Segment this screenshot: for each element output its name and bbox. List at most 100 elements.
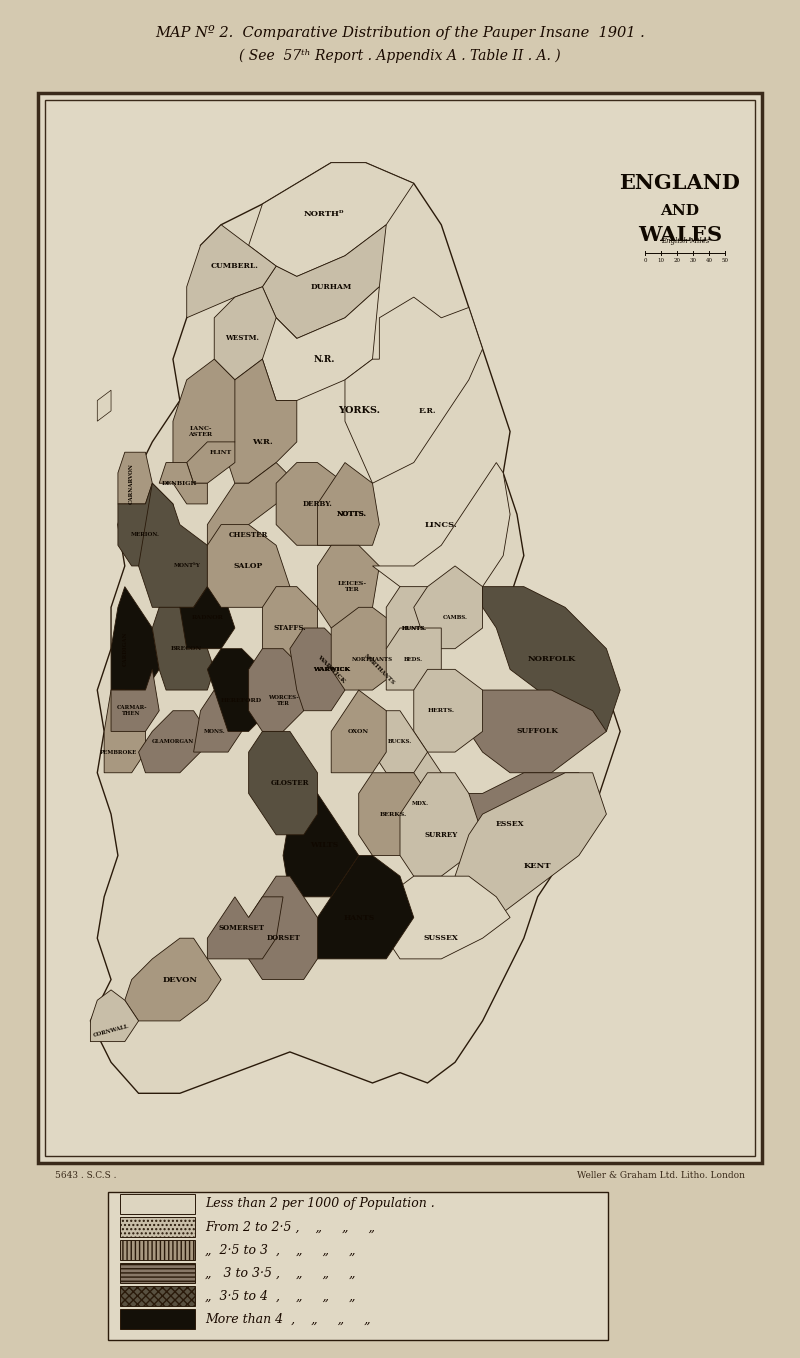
Text: MAP Nº 2.  Comparative Distribution of the Pauper Insane  1901 .: MAP Nº 2. Comparative Distribution of th… (155, 26, 645, 41)
Bar (120, 1240, 195, 1260)
Text: RADNOR: RADNOR (191, 615, 223, 621)
Polygon shape (469, 690, 606, 773)
Bar (120, 1286, 195, 1306)
Polygon shape (482, 587, 620, 732)
Text: WARWICK: WARWICK (313, 667, 350, 672)
Text: GLAMORGAN: GLAMORGAN (152, 739, 194, 744)
Text: LANC-
ASTER: LANC- ASTER (189, 426, 213, 437)
Polygon shape (138, 710, 207, 773)
Text: CARNARVON: CARNARVON (129, 463, 134, 504)
Text: DORSET: DORSET (266, 934, 300, 942)
Text: 0: 0 (643, 258, 646, 263)
Text: SURREY: SURREY (425, 831, 458, 839)
Polygon shape (118, 483, 180, 566)
Text: MDX.: MDX. (412, 801, 429, 807)
Text: WILTS: WILTS (310, 841, 338, 849)
Polygon shape (207, 463, 297, 546)
Text: More than 4  ,    „     „     „: More than 4 , „ „ „ (205, 1312, 370, 1325)
Text: HEREFORD: HEREFORD (221, 698, 262, 703)
Text: 10: 10 (658, 258, 665, 263)
Text: CARDIGAN: CARDIGAN (122, 631, 127, 665)
Polygon shape (180, 587, 235, 649)
Polygon shape (318, 546, 379, 627)
Polygon shape (318, 463, 379, 546)
Bar (38, 92, 762, 1162)
Text: „   3 to 3·5 ,    „     „     „: „ 3 to 3·5 , „ „ „ (205, 1267, 355, 1279)
Text: From 2 to 2·5 ,    „     „     „: From 2 to 2·5 , „ „ „ (205, 1221, 375, 1233)
Polygon shape (111, 669, 159, 732)
Polygon shape (386, 587, 442, 649)
Text: CORNWALL: CORNWALL (93, 1024, 130, 1039)
Text: LINCS.: LINCS. (425, 520, 458, 528)
Text: NORTHANTS: NORTHANTS (352, 656, 393, 661)
Polygon shape (386, 876, 510, 959)
Text: SALOP: SALOP (234, 562, 263, 570)
Text: HERTS.: HERTS. (428, 709, 454, 713)
Text: WORCES-
TER: WORCES- TER (268, 695, 298, 706)
Text: OXON: OXON (348, 729, 370, 733)
Text: 30: 30 (690, 258, 697, 263)
Text: English Miles: English Miles (661, 238, 709, 244)
Bar (108, 1192, 608, 1340)
Text: DURHAM: DURHAM (310, 282, 352, 291)
Text: 50: 50 (722, 258, 729, 263)
Text: DERBY.: DERBY. (302, 500, 332, 508)
Text: NORTHANTS: NORTHANTS (363, 653, 396, 686)
Polygon shape (118, 452, 152, 504)
Text: BUCKS.: BUCKS. (388, 739, 412, 744)
Polygon shape (194, 690, 242, 752)
Bar (45, 100, 755, 1156)
Text: W.R.: W.R. (252, 437, 273, 445)
Polygon shape (249, 649, 304, 732)
Polygon shape (221, 359, 297, 483)
Polygon shape (318, 856, 414, 959)
Text: 5643 . S.C.S .: 5643 . S.C.S . (55, 1171, 117, 1180)
Text: CUMBERL.: CUMBERL. (211, 262, 259, 270)
Text: NORFOLK: NORFOLK (527, 655, 575, 663)
Polygon shape (152, 607, 214, 690)
Text: NOTTS.: NOTTS. (337, 511, 367, 519)
Text: AND: AND (661, 204, 699, 219)
Polygon shape (455, 773, 606, 918)
Polygon shape (249, 163, 414, 277)
Text: WARWICK: WARWICK (316, 655, 346, 684)
Polygon shape (400, 752, 455, 813)
Text: Weller & Graham Ltd. Litho. London: Weller & Graham Ltd. Litho. London (577, 1171, 745, 1180)
Text: 40: 40 (706, 258, 713, 263)
Bar (120, 1263, 195, 1283)
Text: „  3·5 to 4  ,    „     „     „: „ 3·5 to 4 , „ „ „ (205, 1290, 355, 1302)
Polygon shape (159, 463, 207, 504)
Text: „  2·5 to 3  ,    „     „     „: „ 2·5 to 3 , „ „ „ (205, 1244, 355, 1256)
Polygon shape (414, 669, 482, 752)
Polygon shape (276, 463, 345, 546)
Polygon shape (373, 710, 427, 773)
Text: E.R.: E.R. (418, 407, 436, 414)
Polygon shape (373, 463, 510, 607)
Text: HUNTS.: HUNTS. (402, 626, 426, 630)
Polygon shape (214, 287, 297, 380)
Polygon shape (207, 896, 283, 959)
Text: WARWICK: WARWICK (313, 667, 350, 672)
Text: DEVON: DEVON (162, 975, 198, 983)
Bar (120, 1309, 195, 1329)
Text: ENGLAND: ENGLAND (619, 172, 741, 193)
Polygon shape (90, 163, 620, 1093)
Text: MONTᵇY: MONTᵇY (174, 564, 200, 569)
Polygon shape (442, 773, 593, 896)
Text: KENT: KENT (524, 862, 551, 870)
Polygon shape (125, 938, 221, 1021)
Text: NOTTS.: NOTTS. (337, 511, 367, 519)
Polygon shape (290, 627, 345, 710)
Polygon shape (262, 287, 379, 401)
Text: WESTM.: WESTM. (225, 334, 258, 342)
Text: CHESTER: CHESTER (229, 531, 268, 539)
Polygon shape (414, 566, 482, 649)
Text: CARMAR-
THEN: CARMAR- THEN (117, 705, 147, 716)
Text: BEDS.: BEDS. (404, 656, 423, 661)
Text: BRECON: BRECON (171, 646, 202, 652)
Text: 20: 20 (674, 258, 681, 263)
Polygon shape (386, 627, 442, 690)
Text: NORTHᴰ: NORTHᴰ (304, 210, 345, 219)
Text: DENBIGH: DENBIGH (162, 481, 198, 486)
Polygon shape (207, 524, 290, 607)
